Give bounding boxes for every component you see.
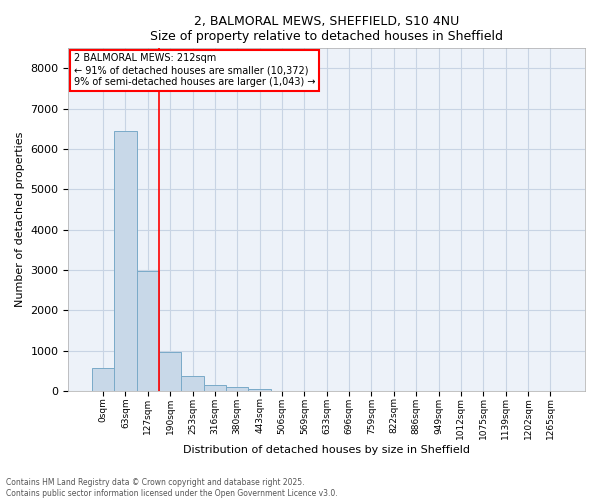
Bar [226,387,248,391]
Title: 2, BALMORAL MEWS, SHEFFIELD, S10 4NU
Size of property relative to detached house: 2, BALMORAL MEWS, SHEFFIELD, S10 4NU Siz… [150,15,503,43]
Bar [159,352,181,391]
Text: 2 BALMORAL MEWS: 212sqm
← 91% of detached houses are smaller (10,372)
9% of semi: 2 BALMORAL MEWS: 212sqm ← 91% of detache… [74,54,315,86]
Text: Contains HM Land Registry data © Crown copyright and database right 2025.
Contai: Contains HM Land Registry data © Crown c… [6,478,338,498]
Bar [248,388,271,391]
Bar [137,271,159,391]
Y-axis label: Number of detached properties: Number of detached properties [15,132,25,308]
X-axis label: Distribution of detached houses by size in Sheffield: Distribution of detached houses by size … [183,445,470,455]
Bar [92,368,114,391]
Bar [114,131,137,391]
Bar [204,384,226,391]
Bar [181,376,204,391]
